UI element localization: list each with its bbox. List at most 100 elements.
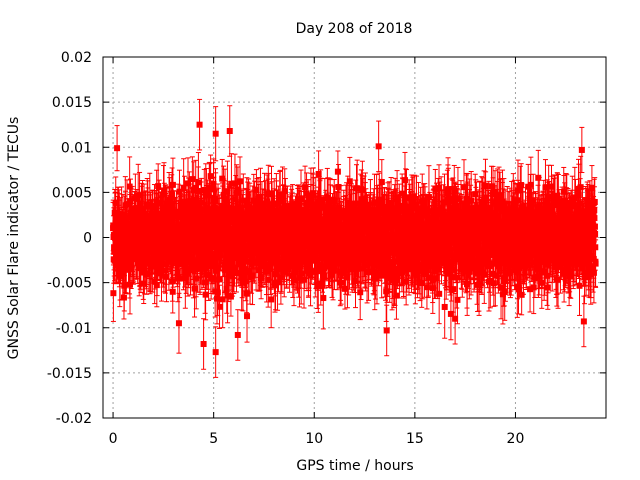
data-point: [224, 188, 231, 195]
data-point: [189, 176, 196, 183]
data-point: [212, 262, 219, 269]
data-point: [182, 274, 189, 281]
data-point: [239, 213, 246, 220]
data-point: [169, 192, 176, 199]
data-point: [186, 250, 193, 257]
data-point: [141, 267, 148, 274]
data-point: [174, 269, 181, 276]
data-point: [121, 282, 128, 289]
series-solar-flare-indicator: [110, 98, 599, 378]
data-point: [151, 227, 158, 234]
data-point: [237, 207, 244, 214]
data-point: [175, 320, 182, 327]
data-point: [314, 256, 321, 263]
data-point: [240, 197, 247, 204]
data-point: [264, 242, 271, 249]
data-point: [214, 295, 221, 302]
data-point: [301, 276, 308, 283]
data-point: [317, 280, 324, 287]
data-point: [230, 265, 237, 272]
data-point: [110, 290, 117, 297]
data-point: [255, 197, 262, 204]
data-point: [257, 193, 264, 200]
data-point: [289, 208, 296, 215]
data-point: [208, 275, 215, 282]
data-point: [244, 313, 251, 320]
data-point: [307, 271, 314, 278]
data-point: [216, 276, 223, 283]
data-point: [268, 296, 275, 303]
data-point: [231, 180, 238, 187]
data-point: [126, 281, 133, 288]
data-point: [298, 255, 305, 262]
data-point: [140, 280, 147, 287]
data-point: [115, 248, 122, 255]
data-point: [146, 201, 153, 208]
data-point: [253, 258, 260, 265]
data-point: [315, 170, 322, 177]
data-point: [122, 215, 129, 222]
data-point: [205, 271, 212, 278]
data-point: [111, 257, 118, 264]
data-point: [160, 191, 167, 198]
data-point: [192, 196, 199, 203]
data-point: [208, 208, 215, 215]
data-point: [284, 211, 291, 218]
data-point: [202, 291, 209, 298]
data-point: [230, 205, 237, 212]
data-point: [206, 185, 213, 192]
data-point: [136, 265, 143, 272]
data-point: [156, 200, 163, 207]
data-point: [250, 197, 257, 204]
data-point: [263, 268, 270, 275]
data-point: [136, 192, 143, 199]
data-point: [126, 183, 133, 190]
data-point: [228, 212, 235, 219]
data-point: [277, 196, 284, 203]
data-point: [273, 208, 280, 215]
data-point: [163, 273, 170, 280]
data-point: [169, 288, 176, 295]
data-point: [228, 180, 235, 187]
data-point: [224, 292, 231, 299]
data-point: [159, 213, 166, 220]
data-point: [214, 289, 221, 296]
data-point: [204, 206, 211, 213]
data-point: [169, 221, 176, 228]
data-point: [212, 198, 219, 205]
data-series: [110, 98, 599, 378]
data-point: [249, 272, 256, 279]
data-point: [162, 267, 169, 274]
data-point: [258, 275, 265, 282]
data-point: [216, 303, 223, 310]
data-point: [215, 207, 222, 214]
data-point: [207, 173, 214, 180]
data-point: [257, 234, 264, 241]
data-point: [265, 276, 272, 283]
data-point: [281, 257, 288, 264]
data-point: [302, 184, 309, 191]
data-point: [306, 261, 313, 268]
data-point: [169, 181, 176, 188]
data-point: [253, 187, 260, 194]
data-point: [219, 296, 226, 303]
data-point: [316, 230, 323, 237]
data-point: [236, 178, 243, 185]
data-point: [165, 258, 172, 265]
data-point: [234, 212, 241, 219]
data-point: [193, 275, 200, 282]
data-point: [202, 279, 209, 286]
data-point: [245, 204, 252, 211]
data-point: [298, 270, 305, 277]
data-point: [273, 255, 280, 262]
data-point: [185, 180, 192, 187]
data-point: [190, 236, 197, 243]
data-point: [154, 226, 161, 233]
data-point: [180, 185, 187, 192]
data-point: [279, 191, 286, 198]
data-point: [233, 270, 240, 277]
data-point: [215, 264, 222, 271]
data-point: [216, 252, 223, 259]
data-point: [191, 262, 198, 269]
